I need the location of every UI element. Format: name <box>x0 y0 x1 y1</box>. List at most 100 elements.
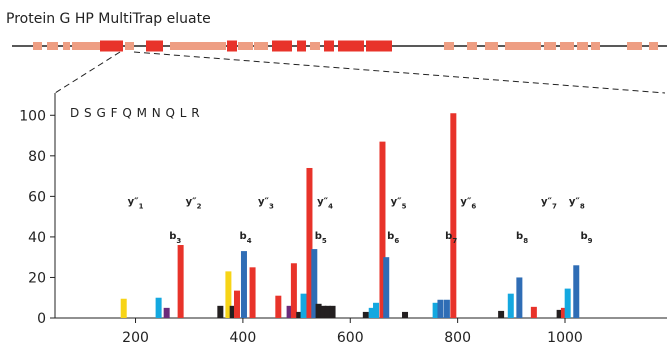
spectrum-bar <box>450 113 457 318</box>
coverage-segment <box>206 42 226 50</box>
spectrum-bar <box>300 293 307 318</box>
y-ion-label: y″4 <box>317 196 333 210</box>
coverage-segment <box>72 42 100 50</box>
coverage-segment <box>297 40 306 52</box>
coverage-segment <box>649 42 658 50</box>
coverage-segment <box>485 42 498 50</box>
spectrum-bar <box>315 303 322 318</box>
coverage-segment <box>182 42 206 50</box>
coverage-segment <box>227 40 237 52</box>
spectrum-bar <box>437 299 444 318</box>
b-ion-label: b6 <box>387 231 399 245</box>
coverage-segment <box>444 42 454 50</box>
x-tick-label: 600 <box>337 330 364 344</box>
coverage-segment <box>338 40 364 52</box>
y-tick-label: 100 <box>19 108 46 124</box>
b-ion-label: b9 <box>580 231 592 245</box>
spectrum-bar <box>320 305 327 318</box>
coverage-segment <box>324 40 334 52</box>
coverage-segment <box>310 42 320 50</box>
coverage-segment <box>528 42 541 50</box>
coverage-segment <box>100 40 123 52</box>
b-ion-label: b3 <box>169 231 181 245</box>
y-ion-label: y″5 <box>391 196 407 210</box>
spectrum-bar <box>240 251 247 318</box>
y-ion-label: y″7 <box>541 196 557 210</box>
y-ion-label: y″6 <box>460 196 476 210</box>
b-ion-label: b8 <box>516 231 528 245</box>
spectrum-bar <box>296 311 303 318</box>
spectrum-bar <box>498 310 505 318</box>
coverage-segment <box>366 40 392 52</box>
coverage-segment <box>272 40 292 52</box>
spectrum-bar <box>324 305 331 318</box>
spectrum-bar <box>368 307 375 318</box>
coverage-segment <box>47 42 58 50</box>
spectrum-bar <box>225 271 232 318</box>
spectrum-bar <box>573 265 580 318</box>
spectrum-bar <box>217 305 224 318</box>
y-tick-label: 80 <box>28 149 46 165</box>
coverage-segment <box>146 40 163 52</box>
coverage-segment <box>577 42 588 50</box>
coverage-segment <box>467 42 477 50</box>
spectrum-bar <box>275 295 282 318</box>
coverage-segment <box>254 42 268 50</box>
coverage-segment <box>238 42 253 50</box>
x-tick-label: 800 <box>444 330 471 344</box>
b-ion-label: b7 <box>445 231 457 245</box>
b-ion-label: b5 <box>315 231 327 245</box>
x-tick-label: 400 <box>230 330 257 344</box>
spectrum-bar <box>120 298 127 318</box>
spectrum-bar <box>530 306 537 318</box>
coverage-segment <box>125 42 134 50</box>
spectrum-bar <box>564 288 571 318</box>
y-tick-label: 0 <box>37 311 46 327</box>
spectrum-bar <box>249 267 256 318</box>
peptide-sequence: D S G F Q M N Q L R <box>70 106 200 120</box>
spectrum-bar <box>290 263 297 318</box>
spectrum-bar <box>163 307 170 318</box>
spectrum-bars <box>120 113 580 318</box>
y-tick-label: 40 <box>28 230 46 246</box>
zoom-line-right <box>133 51 666 94</box>
coverage-segment <box>627 42 642 50</box>
spectrum-bar <box>329 305 336 318</box>
spectrum-bar <box>233 290 240 318</box>
spectrum-bar <box>362 311 369 318</box>
x-tick-label: 1000 <box>547 330 583 344</box>
coverage-segment <box>544 42 556 50</box>
y-ion-label: y″8 <box>569 196 585 210</box>
spectrum-bar <box>556 309 563 318</box>
spectrum-bar <box>443 299 450 318</box>
spectrum-bar <box>560 307 567 318</box>
coverage-segment <box>560 42 574 50</box>
spectrum-bar <box>432 302 439 318</box>
ion-labels: y″1 y″2 y″3 y″4 y″5 y″6 y″7 y″8 b3 b4 b5 b6 b7 b8 b9 <box>128 196 593 244</box>
coverage-segment <box>33 42 42 50</box>
y-tick-label: 60 <box>28 189 46 205</box>
spectrum-bar <box>311 249 318 318</box>
spectrum-bar <box>402 311 409 318</box>
coverage-segment <box>591 42 600 50</box>
x-tick-label: 200 <box>122 330 149 344</box>
spectrum-bar <box>516 277 523 318</box>
spectrum-bar <box>155 297 162 318</box>
coverage-segment <box>505 42 528 50</box>
y-ion-label: y″1 <box>128 196 144 210</box>
spectrum-bar <box>286 305 293 318</box>
y-ion-label: y″2 <box>186 196 202 210</box>
coverage-segment <box>63 42 70 50</box>
chart-title: Protein G HP MultiTrap eluate <box>6 11 211 27</box>
spectrum-bar <box>379 141 386 318</box>
spectrum-bar <box>306 167 313 318</box>
zoom-line-left <box>54 51 121 94</box>
spectrum-bar <box>373 302 380 318</box>
spectrum-bar <box>507 293 514 318</box>
spectrum-bar <box>177 245 184 318</box>
y-tick-label: 20 <box>28 270 46 286</box>
zoom-connector-lines <box>54 51 666 94</box>
b-ion-label: b4 <box>240 231 252 245</box>
